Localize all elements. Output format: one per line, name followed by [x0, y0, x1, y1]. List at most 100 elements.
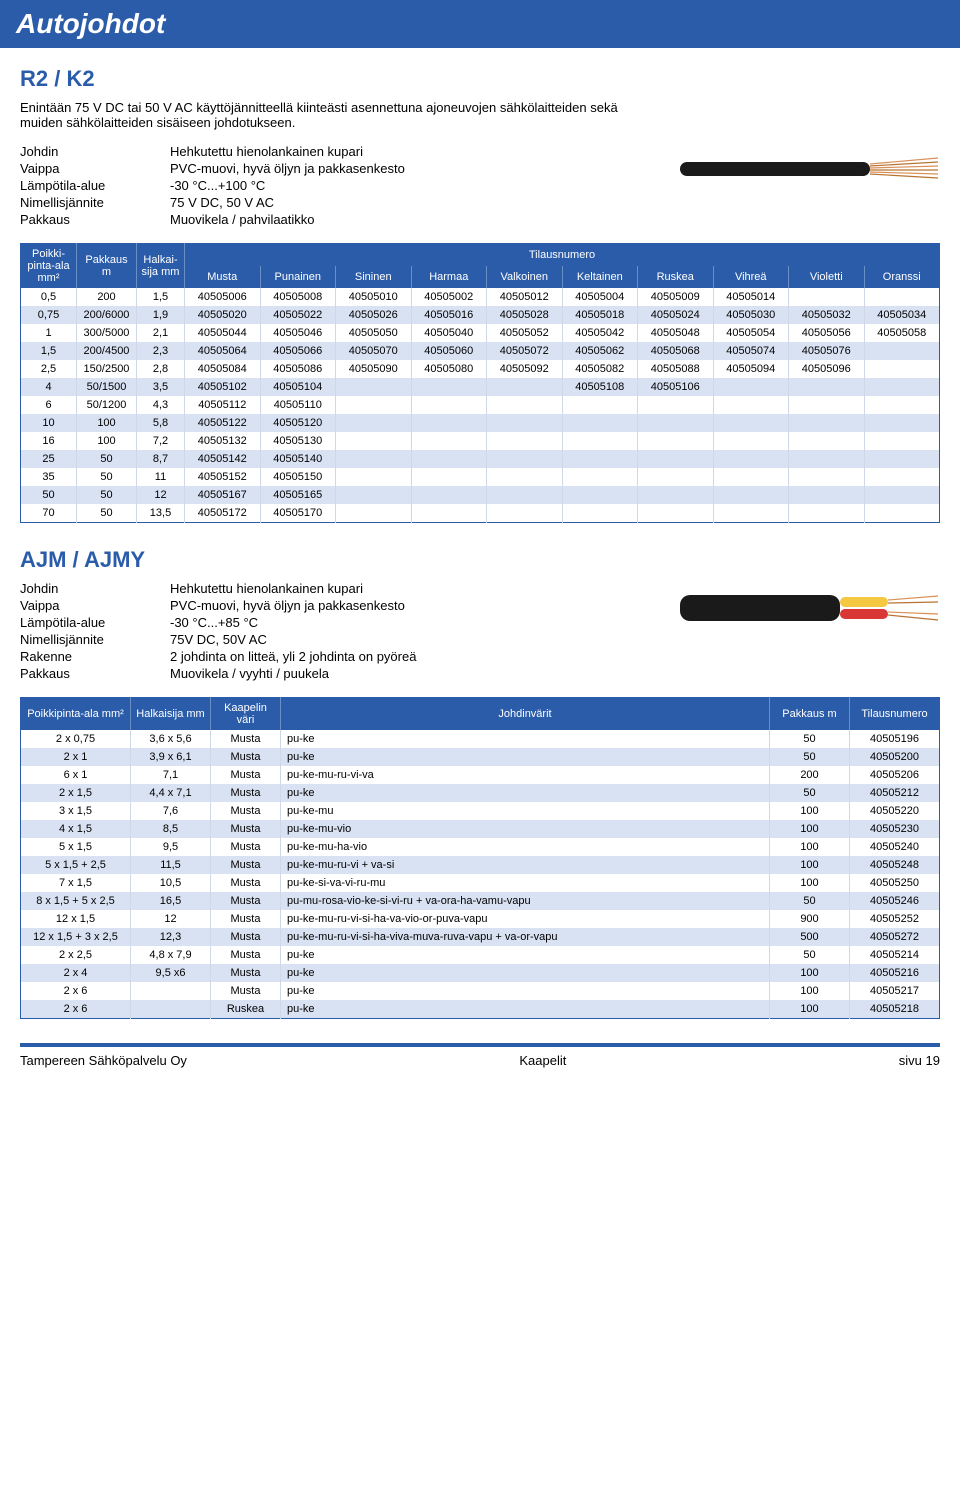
- table-header: Ruskea: [638, 266, 714, 288]
- table-cell: 200: [77, 288, 137, 306]
- table-cell: 50: [770, 946, 850, 964]
- table-cell: 50/1500: [77, 378, 137, 396]
- table-cell: 11: [137, 468, 185, 486]
- table-cell: [789, 468, 865, 486]
- table-cell: 2 x 1,5: [21, 784, 131, 802]
- table-cell: [638, 504, 714, 523]
- table-cell: 100: [770, 820, 850, 838]
- table-cell: [864, 486, 940, 504]
- spec-value: -30 °C...+100 °C: [170, 178, 265, 193]
- spec-label: Pakkaus: [20, 212, 170, 227]
- table-cell: 40505106: [638, 378, 714, 396]
- table-cell: 4 x 1,5: [21, 820, 131, 838]
- table-cell: 40505170: [260, 504, 336, 523]
- table-cell: [789, 414, 865, 432]
- table-cell: [713, 414, 789, 432]
- spec-value: PVC-muovi, hyvä öljyn ja pakkasenkesto: [170, 161, 405, 176]
- table-cell: [789, 378, 865, 396]
- table-cell: [864, 360, 940, 378]
- table-cell: pu-ke-mu-ha-vio: [281, 838, 770, 856]
- table-cell: 40505080: [411, 360, 487, 378]
- table-cell: 200: [770, 766, 850, 784]
- table-row: 161007,24050513240505130: [21, 432, 940, 450]
- table-row: 7 x 1,510,5Mustapu-ke-si-va-vi-ru-mu1004…: [21, 874, 940, 892]
- table-cell: 40505082: [562, 360, 638, 378]
- table-cell: 4,8 x 7,9: [131, 946, 211, 964]
- table-cell: [864, 450, 940, 468]
- table-cell: 7 x 1,5: [21, 874, 131, 892]
- table-cell: 100: [770, 964, 850, 982]
- spec-value: 75V DC, 50V AC: [170, 632, 267, 647]
- table-cell: 40505200: [850, 748, 940, 766]
- table-cell: 40505076: [789, 342, 865, 360]
- table-cell: Musta: [211, 748, 281, 766]
- table-cell: 40505048: [638, 324, 714, 342]
- table-cell: 40505054: [713, 324, 789, 342]
- table-cell: 2,8: [137, 360, 185, 378]
- table-cell: 40505206: [850, 766, 940, 784]
- footer-left: Tampereen Sähköpalvelu Oy: [20, 1053, 187, 1068]
- table-header: Punainen: [260, 266, 336, 288]
- table-row: 3 x 1,57,6Mustapu-ke-mu10040505220: [21, 802, 940, 820]
- table-cell: [864, 414, 940, 432]
- table-cell: 40505230: [850, 820, 940, 838]
- spec-value: Muovikela / pahvilaatikko: [170, 212, 315, 227]
- spec-value: 75 V DC, 50 V AC: [170, 195, 274, 210]
- table-cell: [411, 504, 487, 523]
- table-cell: 40505026: [336, 306, 412, 324]
- cable-image-double: [680, 581, 940, 641]
- table-cell: 3,6 x 5,6: [131, 730, 211, 748]
- table-cell: 40505040: [411, 324, 487, 342]
- spec-row: Lämpötila-alue-30 °C...+85 °C: [20, 615, 660, 630]
- table-header: Halkaisija mm: [131, 698, 211, 731]
- table-cell: 40505024: [638, 306, 714, 324]
- spec-label: Vaippa: [20, 161, 170, 176]
- spec-value: PVC-muovi, hyvä öljyn ja pakkasenkesto: [170, 598, 405, 613]
- table-cell: [638, 396, 714, 414]
- table-header: Vihreä: [713, 266, 789, 288]
- table-cell: 200/4500: [77, 342, 137, 360]
- table-cell: [487, 450, 563, 468]
- table-cell: [638, 468, 714, 486]
- table-cell: [713, 504, 789, 523]
- table-cell: [789, 396, 865, 414]
- table-cell: 0,75: [21, 306, 77, 324]
- table-cell: [487, 468, 563, 486]
- table-cell: [411, 414, 487, 432]
- table-cell: [713, 396, 789, 414]
- table-cell: 6: [21, 396, 77, 414]
- table-header: Keltainen: [562, 266, 638, 288]
- table-cell: [411, 486, 487, 504]
- table-cell: 40505014: [713, 288, 789, 306]
- table-header: Oranssi: [864, 266, 940, 288]
- table-cell: 40505034: [864, 306, 940, 324]
- table-cell: [487, 378, 563, 396]
- table-cell: 40505214: [850, 946, 940, 964]
- table-cell: Musta: [211, 874, 281, 892]
- table-cell: 40505252: [850, 910, 940, 928]
- table-cell: 100: [77, 432, 137, 450]
- table-cell: 40505250: [850, 874, 940, 892]
- table-cell: 5 x 1,5 + 2,5: [21, 856, 131, 874]
- table-cell: [131, 1000, 211, 1019]
- table-cell: 40505032: [789, 306, 865, 324]
- spec-row: Lämpötila-alue-30 °C...+100 °C: [20, 178, 660, 193]
- table-cell: 7,6: [131, 802, 211, 820]
- table-cell: [562, 450, 638, 468]
- table-cell: pu-ke: [281, 748, 770, 766]
- table-cell: pu-ke: [281, 784, 770, 802]
- table-header: Valkoinen: [487, 266, 563, 288]
- table-header: Poikkipinta-ala mm²: [21, 698, 131, 731]
- spec-value: Hehkutettu hienolankainen kupari: [170, 144, 363, 159]
- table-row: 5 x 1,59,5Mustapu-ke-mu-ha-vio1004050524…: [21, 838, 940, 856]
- table-cell: 2 x 4: [21, 964, 131, 982]
- spec-row: PakkausMuovikela / vyyhti / puukela: [20, 666, 660, 681]
- table-cell: 40505172: [185, 504, 261, 523]
- table-cell: 50: [770, 748, 850, 766]
- table-cell: Musta: [211, 946, 281, 964]
- table-header: Kaapelin väri: [211, 698, 281, 731]
- table-cell: 40505086: [260, 360, 336, 378]
- table-cell: [487, 432, 563, 450]
- table-cell: [131, 982, 211, 1000]
- table-cell: 40505196: [850, 730, 940, 748]
